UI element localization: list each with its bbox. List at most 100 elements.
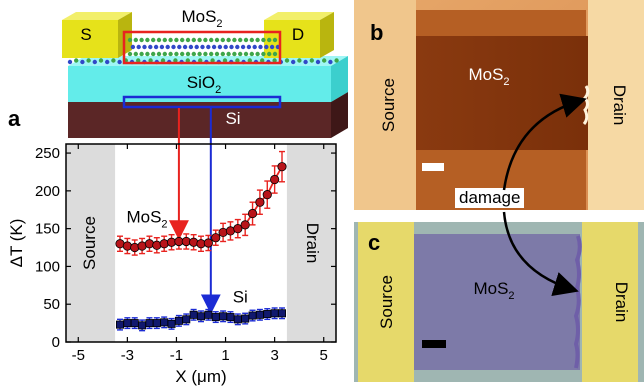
atom: [185, 51, 191, 57]
region-label-source: Source: [80, 216, 99, 270]
y-tick-label: 250: [35, 145, 60, 162]
atom: [223, 44, 228, 50]
atom: [171, 44, 176, 50]
atom: [145, 51, 150, 57]
atom: [148, 58, 153, 63]
data-point: [145, 319, 154, 328]
micro-c-mos2-label: MoS2: [473, 279, 514, 302]
data-point: [277, 309, 286, 318]
atom: [182, 44, 188, 50]
atom: [267, 37, 272, 43]
micrograph-c: c Source Drain MoS2: [354, 222, 644, 382]
atom: [174, 51, 179, 57]
atom: [217, 44, 223, 50]
atom: [291, 59, 296, 65]
atom: [255, 51, 260, 57]
atom: [156, 37, 162, 43]
sio2-label: SiO2: [187, 73, 221, 96]
series-mos2: [115, 150, 287, 256]
mos2-flake: [127, 37, 281, 57]
atom: [80, 59, 85, 65]
data-point: [130, 319, 139, 328]
atom: [136, 44, 141, 50]
data-point: [116, 320, 125, 329]
micro-c-drain-label: Drain: [612, 282, 631, 323]
atom: [74, 58, 79, 63]
atom: [165, 44, 170, 50]
atom: [243, 37, 249, 43]
oxide-side: [331, 56, 348, 102]
atom: [209, 51, 214, 57]
atom: [92, 59, 97, 65]
data-point: [248, 311, 257, 320]
atom: [197, 37, 202, 43]
atom: [105, 59, 110, 65]
source-contact-top: [62, 12, 132, 20]
atom: [151, 51, 156, 57]
atom: [188, 44, 194, 50]
atom: [229, 44, 234, 50]
atom: [252, 44, 257, 50]
source-contact: [62, 20, 118, 58]
y-tick-label: 100: [35, 258, 60, 275]
mos2-probe-box: [122, 30, 282, 65]
micro-b-mos2-flake: [416, 36, 588, 150]
data-point: [211, 233, 221, 243]
atom: [159, 44, 165, 50]
atom: [269, 44, 275, 50]
data-point: [226, 313, 235, 322]
si-probe-box: [122, 95, 282, 109]
micro-c-panel-label: c: [368, 230, 380, 255]
atom: [194, 44, 199, 50]
damage-label: damage: [455, 188, 525, 208]
atom: [142, 44, 147, 50]
atom: [220, 37, 225, 43]
y-axis-label: ΔT (K): [7, 219, 26, 268]
atom: [249, 37, 254, 43]
data-point: [211, 313, 220, 322]
atom: [133, 37, 138, 43]
atom: [86, 58, 91, 63]
series-label-si: Si: [233, 288, 248, 307]
atom: [67, 59, 73, 65]
micro-c-drain-electrode: [582, 222, 638, 382]
atom: [243, 51, 249, 57]
atom: [153, 44, 159, 50]
y-tick-label: 150: [35, 221, 60, 238]
drain-contact-label: D: [292, 25, 304, 44]
atom: [211, 44, 217, 50]
atom: [191, 51, 196, 57]
data-point: [270, 174, 280, 185]
x-tick-label: 1: [221, 347, 229, 364]
source-contact-label: S: [80, 25, 91, 44]
series-label-mos2: MoS2: [126, 208, 167, 231]
data-point: [196, 312, 205, 321]
atom: [111, 58, 116, 63]
data-point: [160, 318, 169, 327]
damage-arrows: [502, 93, 587, 297]
atom: [238, 37, 243, 43]
atom: [261, 51, 266, 57]
micro-c-damage-edge: [573, 235, 582, 369]
micro-c-source-electrode: [358, 222, 414, 382]
atom: [133, 51, 138, 57]
atom: [247, 58, 252, 63]
data-point: [263, 310, 272, 319]
data-point: [138, 321, 147, 330]
series-si: [116, 307, 286, 332]
data-point: [219, 312, 228, 321]
data-point: [167, 319, 176, 328]
atom: [151, 37, 156, 43]
atom: [198, 58, 203, 63]
atom: [127, 37, 133, 43]
data-point: [174, 316, 183, 325]
mos2-schematic-label: MoS2: [181, 7, 222, 30]
atom: [197, 51, 202, 57]
data-point: [277, 162, 287, 172]
atom: [180, 51, 185, 57]
shaded-region-source: [66, 144, 116, 342]
x-axis-label: X (μm): [175, 367, 226, 386]
drain-contact-side: [320, 12, 334, 58]
atom: [160, 58, 166, 63]
data-point: [247, 208, 258, 219]
